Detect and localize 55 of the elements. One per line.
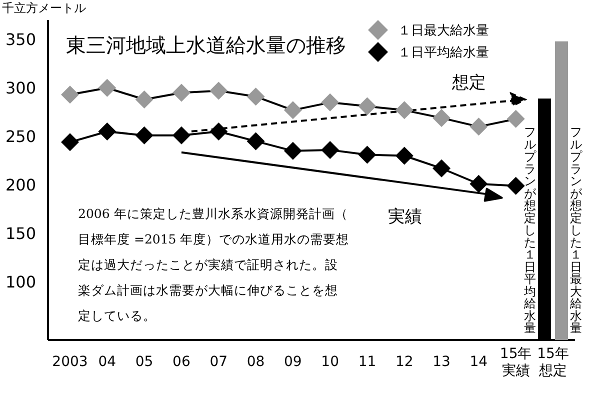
- legend-label: １日最大給水量: [398, 24, 489, 39]
- point: [284, 101, 302, 120]
- x-tick-label: 09: [284, 354, 302, 370]
- y-tick-label: 100: [5, 272, 36, 292]
- text: フルプランが想定した１日最大給水量: [570, 125, 582, 335]
- x-tick-label: 05: [135, 354, 154, 370]
- y-tick-label: 200: [5, 175, 36, 194]
- point: [470, 174, 488, 193]
- point: [321, 93, 340, 112]
- annotation: 想定: [451, 73, 486, 93]
- x-tick-label: 12: [395, 354, 414, 370]
- x-tick-label: 2003: [52, 354, 88, 370]
- point: [172, 84, 190, 102]
- x-tick-label: 13: [432, 354, 450, 370]
- point: [321, 140, 340, 159]
- text: フルプランが想定した１日平均給水量: [524, 125, 536, 335]
- annotation: 実績: [388, 207, 422, 227]
- x-tick-label: 08: [246, 354, 265, 370]
- point: [506, 176, 525, 195]
- point: [284, 142, 302, 160]
- point: [61, 133, 79, 152]
- point: [61, 86, 79, 104]
- point: [210, 122, 228, 141]
- legend-label: １日平均給水量: [398, 46, 489, 61]
- x-tick-label: 14: [470, 354, 488, 370]
- x-tick-label: 10: [321, 354, 339, 370]
- y-axis-title: 千立方メートル: [2, 1, 86, 15]
- x-tick-label: 15年 実績: [500, 346, 532, 379]
- point: [395, 101, 414, 120]
- text: 東三河地域上水道給水量の推移: [66, 33, 346, 57]
- point: [506, 110, 525, 128]
- point: [98, 78, 116, 97]
- y-tick-label: 300: [5, 78, 36, 98]
- x-tick-label: 07: [210, 354, 228, 370]
- point: [470, 118, 488, 136]
- point: [135, 90, 154, 109]
- point: [246, 88, 265, 106]
- point: [432, 159, 451, 178]
- x-tick-label: 15年 想定: [537, 346, 569, 379]
- annotation: 2006 年に策定した豊川水系水資源開発計画（目標年度 =2015 年度）での水道用水の需要想定は過大だったことが実績で証明された。設楽ダム計画は水需要が大幅に伸びることを想定している。: [78, 206, 350, 323]
- point: [172, 126, 190, 144]
- x-tick-label: 11: [358, 354, 376, 370]
- y-tick-label: 150: [5, 224, 36, 243]
- y-tick-label: 350: [5, 30, 36, 49]
- point: [358, 97, 376, 116]
- x-tick-label: 06: [172, 354, 190, 370]
- point: [98, 122, 116, 141]
- y-tick-label: 250: [5, 126, 36, 146]
- x-tick-label: 04: [98, 354, 116, 370]
- point: [358, 146, 376, 164]
- point: [246, 132, 265, 150]
- point: [210, 82, 228, 100]
- point: [395, 146, 414, 165]
- point: [135, 126, 154, 144]
- point: [432, 108, 451, 127]
